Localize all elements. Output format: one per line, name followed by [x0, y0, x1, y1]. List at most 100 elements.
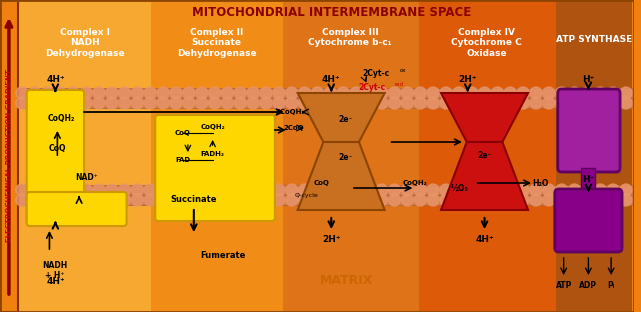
Circle shape: [401, 184, 413, 196]
Bar: [1, 83, 17, 84]
Bar: [1, 287, 17, 288]
Circle shape: [530, 184, 542, 196]
Bar: [1, 157, 17, 158]
Circle shape: [427, 194, 439, 206]
Bar: [1, 82, 17, 83]
Circle shape: [67, 87, 79, 99]
Circle shape: [388, 184, 401, 196]
Bar: [1, 260, 17, 261]
Circle shape: [119, 87, 131, 99]
Bar: [1, 198, 17, 199]
Circle shape: [209, 97, 221, 109]
Circle shape: [16, 184, 28, 196]
Circle shape: [273, 87, 285, 99]
Bar: [1, 27, 17, 28]
Circle shape: [106, 194, 118, 206]
Circle shape: [29, 184, 40, 196]
Circle shape: [376, 184, 388, 196]
Bar: [1, 197, 17, 198]
Bar: [1, 268, 17, 269]
Circle shape: [222, 97, 233, 109]
Circle shape: [543, 184, 554, 196]
Circle shape: [492, 97, 503, 109]
Text: H⁺: H⁺: [582, 175, 594, 184]
Bar: [1, 137, 17, 138]
Circle shape: [376, 87, 388, 99]
Bar: [1, 299, 17, 300]
Bar: [1, 61, 17, 62]
Circle shape: [504, 194, 516, 206]
Circle shape: [414, 87, 426, 99]
Circle shape: [29, 194, 40, 206]
Bar: [1, 238, 17, 239]
FancyBboxPatch shape: [27, 192, 126, 226]
Circle shape: [144, 97, 156, 109]
Bar: [1, 304, 17, 305]
Bar: [1, 122, 17, 123]
Bar: [1, 85, 17, 86]
Bar: [1, 182, 17, 183]
Circle shape: [170, 97, 182, 109]
Bar: [1, 270, 17, 271]
Bar: [1, 203, 17, 204]
Bar: [1, 26, 17, 27]
Bar: [1, 119, 17, 120]
Bar: [1, 40, 17, 41]
Bar: [1, 127, 17, 128]
Text: Pᵢ: Pᵢ: [608, 280, 615, 290]
Bar: [1, 69, 17, 70]
Circle shape: [196, 97, 208, 109]
Circle shape: [620, 97, 632, 109]
Circle shape: [222, 87, 233, 99]
Bar: [1, 246, 17, 247]
Bar: [1, 175, 17, 176]
Circle shape: [479, 97, 490, 109]
Bar: [1, 239, 17, 240]
Bar: [1, 174, 17, 175]
Text: CoQ: CoQ: [175, 130, 191, 136]
Bar: [1, 267, 17, 268]
Circle shape: [260, 87, 272, 99]
Bar: [1, 57, 17, 58]
Circle shape: [144, 87, 156, 99]
Text: CoQH₂: CoQH₂: [47, 114, 75, 123]
Bar: [1, 222, 17, 223]
Bar: [1, 36, 17, 37]
Bar: [1, 53, 17, 54]
Circle shape: [93, 184, 105, 196]
Circle shape: [247, 97, 259, 109]
Circle shape: [54, 87, 66, 99]
Circle shape: [196, 184, 208, 196]
Circle shape: [466, 87, 478, 99]
Bar: [1, 185, 17, 186]
Bar: [1, 121, 17, 122]
Bar: [1, 156, 17, 157]
Bar: [1, 117, 17, 118]
Bar: [1, 278, 17, 279]
Circle shape: [286, 87, 297, 99]
Circle shape: [170, 194, 182, 206]
Bar: [1, 296, 17, 297]
Bar: [1, 90, 17, 91]
Circle shape: [556, 97, 568, 109]
Bar: [1, 162, 17, 163]
Circle shape: [363, 97, 375, 109]
Bar: [1, 113, 17, 114]
Bar: [0, 0, 18, 312]
Bar: [1, 190, 17, 191]
Circle shape: [183, 87, 195, 99]
Bar: [1, 223, 17, 224]
Bar: [1, 191, 17, 192]
Circle shape: [594, 97, 606, 109]
Bar: [1, 200, 17, 201]
Bar: [1, 37, 17, 38]
Bar: [1, 138, 17, 139]
Circle shape: [517, 194, 529, 206]
Bar: [1, 46, 17, 47]
Bar: [1, 73, 17, 74]
Bar: [1, 10, 17, 11]
Text: CoQ: CoQ: [49, 144, 66, 153]
Bar: [1, 286, 17, 287]
Bar: [1, 254, 17, 255]
Circle shape: [29, 87, 40, 99]
